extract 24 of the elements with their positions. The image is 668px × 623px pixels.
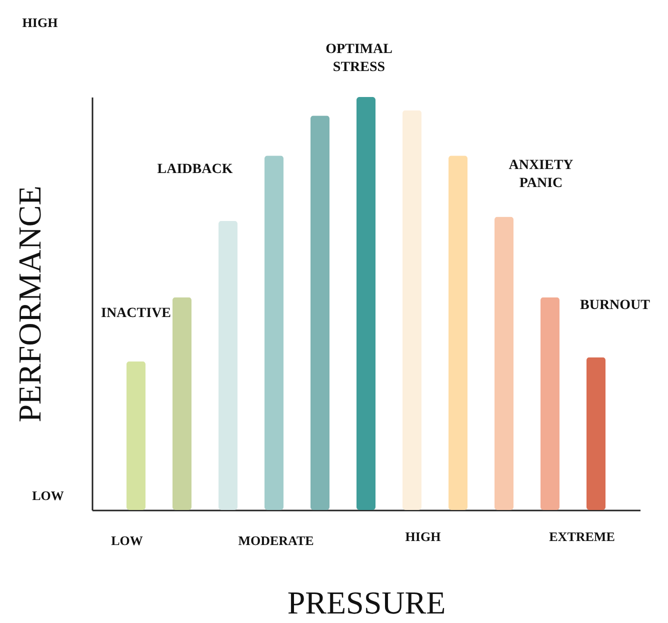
bar xyxy=(172,297,192,510)
bar xyxy=(218,220,238,510)
annotation: ANXIETY PANIC xyxy=(508,158,574,191)
annotation: LAIDBACK xyxy=(157,162,233,177)
text: HIGH xyxy=(405,529,441,544)
annotation: BURNOUT xyxy=(580,298,651,313)
bar xyxy=(540,297,560,510)
text: OPTIMAL STRESS xyxy=(326,42,392,75)
bar xyxy=(310,116,330,510)
bar xyxy=(264,156,284,510)
text: MODERATE xyxy=(238,533,314,548)
x-axis-title: PRESSURE xyxy=(287,584,446,620)
text: EXTREME xyxy=(549,529,615,544)
text: HIGH xyxy=(22,15,58,30)
bar xyxy=(126,361,146,510)
bar xyxy=(448,156,468,510)
annotation: INACTIVE xyxy=(100,306,172,321)
bar xyxy=(402,110,422,510)
y-axis-title: PERFORMANCE xyxy=(12,186,48,422)
bar xyxy=(494,216,514,510)
text: LOW xyxy=(111,533,143,548)
bar xyxy=(586,357,606,510)
bar xyxy=(356,97,376,510)
text: LOW xyxy=(32,488,64,503)
